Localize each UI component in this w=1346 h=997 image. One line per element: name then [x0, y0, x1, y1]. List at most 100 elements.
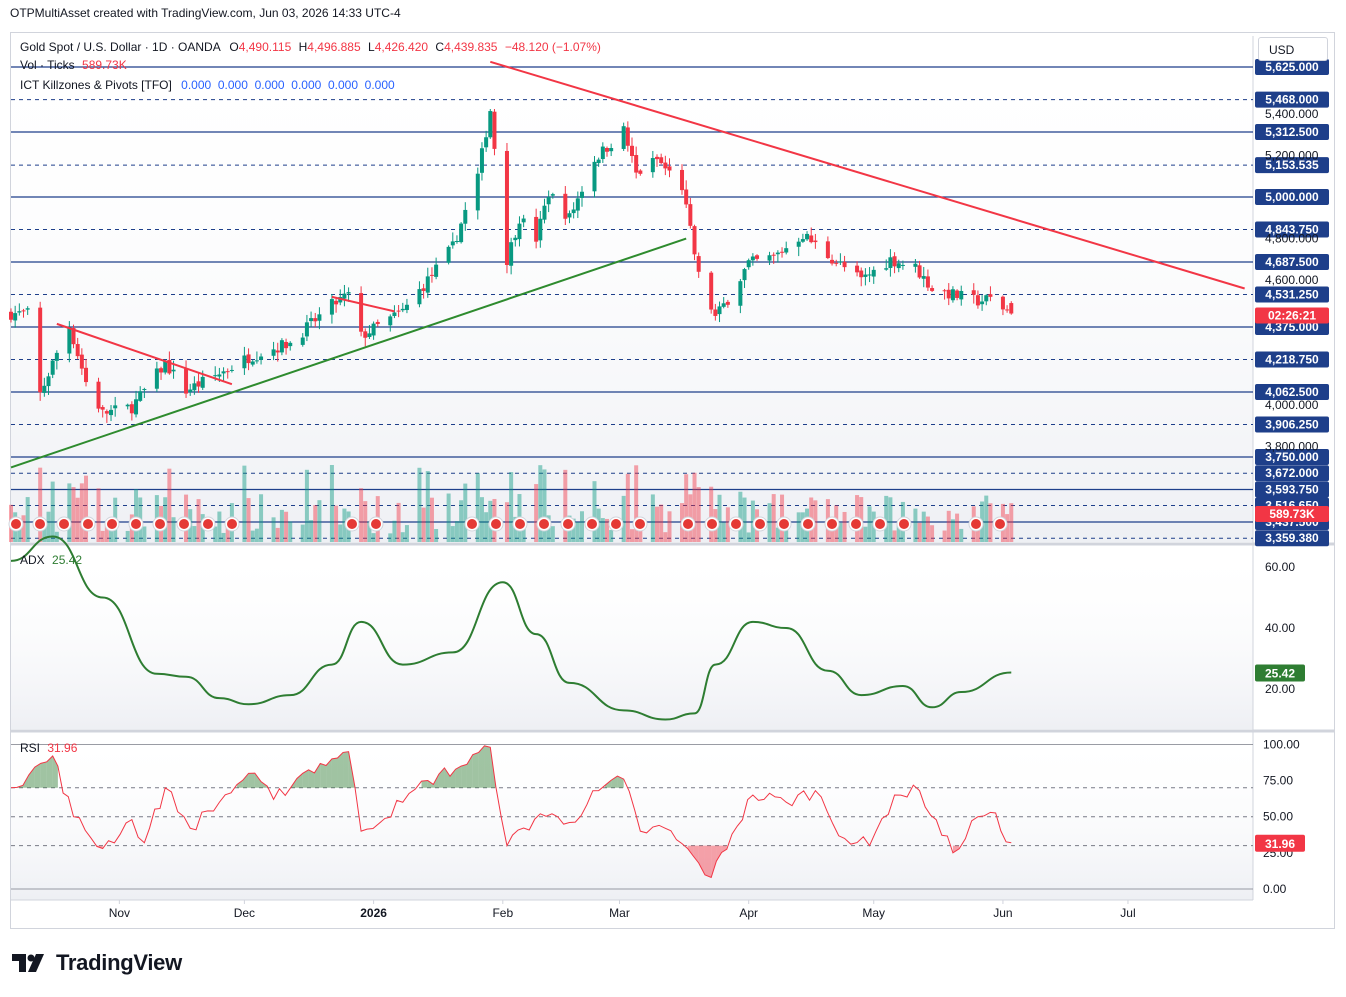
rsi-legend[interactable]: RSI 31.96	[20, 741, 77, 755]
rsi-label[interactable]: RSI	[20, 741, 41, 755]
volume-bar	[563, 469, 568, 542]
candle-body	[746, 260, 751, 268]
rsi-overbought-fill	[461, 764, 467, 788]
volume-legend[interactable]: Vol · Ticks 589.73K	[20, 58, 127, 72]
rsi-oversold-fill	[704, 845, 712, 878]
event-flag-icon	[368, 516, 384, 532]
event-flag-dot	[539, 519, 549, 529]
volume-bar	[930, 525, 935, 542]
candle-body	[971, 290, 976, 295]
volume-bar	[655, 506, 660, 542]
symbol-name[interactable]: Gold Spot / U.S. Dollar · 1D · OANDA	[20, 40, 221, 54]
price-tick-label: 4,600.000	[1265, 273, 1319, 287]
volume-bar	[625, 473, 630, 542]
candle-body	[329, 299, 334, 315]
candle-body	[250, 361, 255, 365]
volume-bar	[421, 507, 426, 542]
volume-bar	[604, 518, 609, 542]
volume-bar	[609, 530, 614, 542]
event-flag-dot	[371, 519, 381, 529]
candle-body	[680, 169, 685, 191]
event-flag-dot	[227, 519, 237, 529]
candle-body	[225, 371, 230, 373]
candle-body	[75, 344, 80, 357]
event-flag-icon	[80, 516, 96, 532]
high-value: 4,496.885	[307, 40, 361, 54]
volume-bar	[338, 524, 343, 542]
price-tick-label: 4,000.000	[1265, 398, 1319, 412]
candle-body	[371, 323, 376, 336]
candle-body	[309, 318, 314, 322]
time-axis-label: May	[862, 906, 885, 920]
rsi-overbought-fill	[320, 763, 327, 788]
pivot-price-label: 4,687.500	[1265, 255, 1319, 269]
candle-body	[163, 360, 168, 373]
event-flag-dot	[683, 519, 693, 529]
event-flag-icon	[632, 516, 648, 532]
candle-body	[980, 301, 985, 305]
candle-body	[863, 274, 868, 277]
rsi-value: 31.96	[47, 741, 78, 755]
candle-body	[142, 388, 147, 390]
candle-body	[13, 313, 18, 321]
price-tick-label: 5,200.000	[1265, 148, 1319, 162]
volume-bar	[575, 522, 580, 542]
adx-legend[interactable]: ADX 25.42	[20, 553, 82, 567]
candle-body	[446, 246, 451, 263]
volume-bar	[259, 494, 264, 542]
rsi-overbought-fill	[472, 752, 479, 788]
candle-body	[813, 240, 818, 243]
pivot-price-tag	[1255, 351, 1329, 368]
event-flag-dot	[347, 519, 357, 529]
candle-body	[900, 264, 905, 266]
volume-label[interactable]: Vol · Ticks	[20, 58, 75, 72]
volume-bar	[100, 530, 105, 542]
candle-body	[913, 263, 918, 267]
candle-body	[259, 356, 264, 360]
low-label: L	[368, 40, 375, 54]
countdown-tag	[1255, 307, 1329, 324]
event-flag-icon	[992, 516, 1008, 532]
event-flag-dot	[755, 519, 765, 529]
event-flag-icon	[584, 516, 600, 532]
rsi-overbought-fill	[34, 763, 41, 788]
candle-body	[809, 235, 814, 243]
volume-bar	[50, 481, 55, 542]
ict-legend[interactable]: ICT Killzones & Pivots [TFO] 0.000 0.000…	[20, 78, 395, 92]
currency-button[interactable]: USD	[1258, 37, 1328, 61]
candle-body	[192, 383, 197, 391]
symbol-legend[interactable]: Gold Spot / U.S. Dollar · 1D · OANDA O4,…	[20, 40, 601, 54]
candle-body	[188, 389, 193, 392]
candle-body	[429, 274, 434, 276]
adx-label[interactable]: ADX	[20, 553, 45, 567]
event-flag-icon	[560, 516, 576, 532]
candle-body	[888, 257, 893, 268]
candle-body	[925, 276, 930, 288]
volume-bar	[67, 483, 72, 542]
candle-body	[517, 223, 522, 240]
candle-body	[738, 281, 743, 306]
event-flag-icon	[200, 516, 216, 532]
volume-bar	[459, 500, 464, 542]
adx-value-tag-label: 25.42	[1265, 666, 1295, 680]
candle-body	[625, 127, 630, 146]
volume-bar	[21, 515, 26, 542]
event-flag-dot	[611, 519, 621, 529]
rsi-oversold-fill	[716, 845, 722, 862]
rsi-overbought-fill	[337, 752, 344, 788]
volume-bar	[38, 467, 43, 542]
candle-body	[959, 290, 964, 300]
candle-body	[367, 333, 372, 338]
event-flag-icon	[752, 516, 768, 532]
volume-bar	[538, 465, 543, 542]
pivot-price-label: 5,000.000	[1265, 190, 1319, 204]
volume-bar	[404, 525, 409, 542]
ict-label[interactable]: ICT Killzones & Pivots [TFO]	[20, 78, 172, 92]
tradingview-logo: TradingView	[12, 950, 182, 976]
rsi-overbought-fill	[236, 780, 243, 788]
event-flag-dot	[563, 519, 573, 529]
volume-bar	[300, 524, 305, 542]
event-flag-dot	[83, 519, 93, 529]
price-tick-label: 5,400.000	[1265, 107, 1319, 121]
